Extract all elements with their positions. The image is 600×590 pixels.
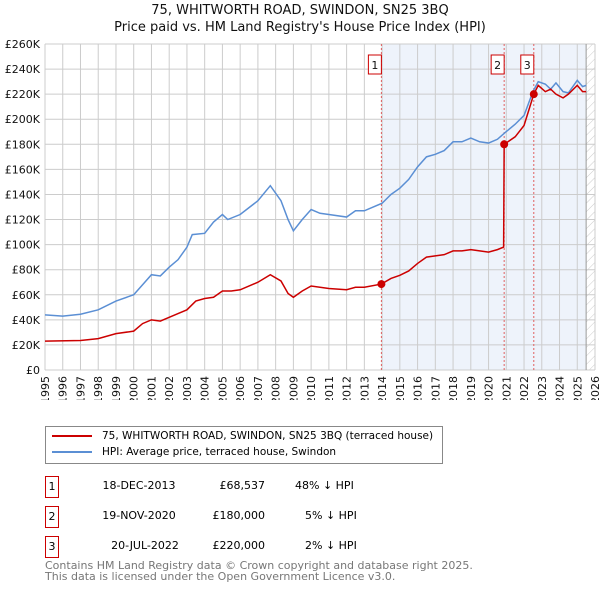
x-tick-label: 1995 xyxy=(39,376,52,400)
x-tick-label: 2002 xyxy=(163,376,176,400)
y-tick-label: £100K xyxy=(5,239,41,252)
x-tick-label: 2022 xyxy=(518,376,531,400)
y-tick-label: £120K xyxy=(5,214,41,227)
legend: 75, WHITWORTH ROAD, SWINDON, SN25 3BQ (t… xyxy=(45,426,443,464)
y-tick-label: £200K xyxy=(5,113,41,126)
x-tick-label: 2014 xyxy=(376,376,389,400)
price-chart: 1995 1996 1997 1998 1999 2000 2001 2002 2003 2004… xyxy=(5,38,600,400)
sale-marker: 3 xyxy=(45,536,59,558)
sale-label: 3 xyxy=(524,59,531,72)
sale-label: 1 xyxy=(371,59,378,72)
y-tick-label: £0 xyxy=(26,364,40,377)
y-tick-label: £220K xyxy=(5,88,41,101)
x-tick-label: 2026 xyxy=(589,376,600,400)
x-tick-label: 2016 xyxy=(412,376,425,400)
x-tick-label: 1999 xyxy=(110,376,123,400)
x-tick-label: 2012 xyxy=(341,376,354,400)
sale-marker: 2 xyxy=(45,506,59,528)
x-tick-label: 2015 xyxy=(394,376,407,400)
y-tick-label: £40K xyxy=(12,314,41,327)
sale-row: 2 19-NOV-2020 £180,000 5% ↓ HPI xyxy=(45,506,445,528)
x-tick-label: 2020 xyxy=(483,376,496,400)
legend-swatch-property xyxy=(52,435,92,437)
legend-item-property: 75, WHITWORTH ROAD, SWINDON, SN25 3BQ (t… xyxy=(52,430,433,442)
x-tick-label: 2007 xyxy=(252,376,265,400)
sale-row: 1 18-DEC-2013 £68,537 48% ↓ HPI xyxy=(45,476,445,498)
x-tick-label: 2000 xyxy=(128,376,141,400)
legend-swatch-hpi xyxy=(52,451,92,453)
x-tick-label: 2003 xyxy=(181,376,194,400)
sale-price: £180,000 xyxy=(212,509,266,522)
x-tick-label: 2011 xyxy=(323,376,336,400)
legend-label: HPI: Average price, terraced house, Swin… xyxy=(102,446,337,458)
sale-hpi-diff: 2% ↓ HPI xyxy=(305,539,357,552)
x-tick-label: 2004 xyxy=(199,376,212,400)
sale-label-box xyxy=(367,54,382,75)
footer-line: This data is licensed under the Open Gov… xyxy=(45,570,396,583)
x-tick-label: 2010 xyxy=(305,376,318,400)
sale-period-shade xyxy=(381,44,587,370)
chart-subtitle: Price paid vs. HM Land Registry's House … xyxy=(114,20,486,35)
y-tick-label: £80K xyxy=(12,264,41,277)
sale-price: £68,537 xyxy=(219,479,266,492)
sale-date: 19-NOV-2020 xyxy=(102,509,176,522)
sale-point xyxy=(377,280,386,289)
legend-label: 75, WHITWORTH ROAD, SWINDON, SN25 3BQ (t… xyxy=(102,430,434,442)
sale-label-box xyxy=(520,54,535,75)
x-tick-label: 1998 xyxy=(92,376,105,400)
x-tick-label: 2009 xyxy=(287,376,300,400)
x-tick-label: 1996 xyxy=(57,376,70,400)
x-tick-label: 2021 xyxy=(500,376,513,400)
x-tick-label: 2017 xyxy=(429,376,442,400)
y-tick-label: £20K xyxy=(12,339,41,352)
chart-title: 75, WHITWORTH ROAD, SWINDON, SN25 3BQ xyxy=(151,3,449,18)
sale-point xyxy=(529,90,538,99)
x-tick-label: 1997 xyxy=(74,376,87,400)
x-tick-label: 2008 xyxy=(270,376,283,400)
legend-item-hpi: HPI: Average price, terraced house, Swin… xyxy=(52,446,336,458)
x-tick-label: 2013 xyxy=(358,376,371,400)
forecast-hatch xyxy=(586,44,595,370)
sale-hpi-diff: 5% ↓ HPI xyxy=(305,509,357,522)
sale-date: 18-DEC-2013 xyxy=(102,479,176,492)
x-tick-label: 2019 xyxy=(465,376,478,400)
y-tick-label: £260K xyxy=(5,38,41,51)
y-tick-label: £160K xyxy=(5,163,41,176)
x-tick-label: 2005 xyxy=(216,376,229,400)
sale-marker: 1 xyxy=(45,476,59,498)
x-tick-label: 2025 xyxy=(571,376,584,400)
sale-hpi-diff: 48% ↓ HPI xyxy=(295,479,354,492)
series-line-property xyxy=(44,84,587,342)
footer-line: Contains HM Land Registry data © Crown c… xyxy=(45,559,473,572)
sale-point xyxy=(500,140,509,149)
y-tick-label: £180K xyxy=(5,138,41,151)
x-tick-label: 2006 xyxy=(234,376,247,400)
series-line-hpi xyxy=(44,79,587,317)
x-tick-label: 2024 xyxy=(554,376,567,400)
y-tick-label: £140K xyxy=(5,188,41,201)
y-tick-label: £240K xyxy=(5,63,41,76)
sale-price: £220,000 xyxy=(212,539,266,552)
x-tick-label: 2001 xyxy=(145,376,158,400)
y-tick-label: £60K xyxy=(12,289,41,302)
x-tick-label: 2023 xyxy=(536,376,549,400)
sale-label: 2 xyxy=(494,59,501,72)
footer: Contains HM Land Registry data © Crown c… xyxy=(45,560,473,582)
sale-date: 20-JUL-2022 xyxy=(111,539,179,552)
x-tick-label: 2018 xyxy=(447,376,460,400)
sale-row: 3 20-JUL-2022 £220,000 2% ↓ HPI xyxy=(45,536,445,558)
sale-label-box xyxy=(490,54,505,75)
